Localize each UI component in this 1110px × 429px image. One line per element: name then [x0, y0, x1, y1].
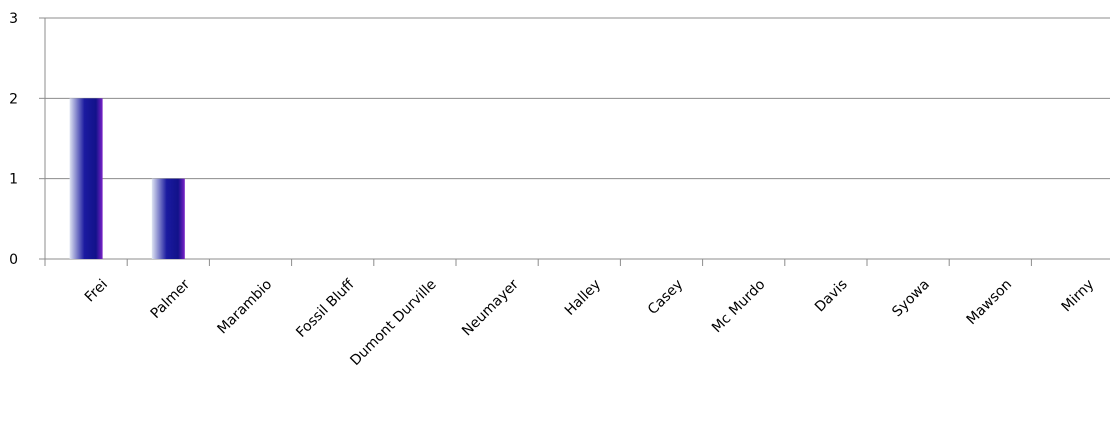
x-tick-label-palmer: Palmer [148, 276, 194, 322]
x-tick-label-mawson: Mawson [964, 277, 1016, 329]
gridlines [39, 17, 1110, 260]
x-tick-label-marambio: Marambio [215, 277, 276, 338]
x-tick-label-frei: Frei [82, 277, 111, 306]
x-tick-label-syowa: Syowa [889, 277, 933, 321]
x-tick-label-mirny: Mirny [1059, 277, 1098, 316]
bar-frei [69, 98, 103, 259]
x-tick-label-halley: Halley [562, 277, 604, 319]
x-tick-label-neumayer: Neumayer [459, 276, 522, 339]
y-tick-label-0: 0 [9, 252, 18, 268]
x-tick-label-fossil-bluff: Fossil Bluff [293, 276, 358, 341]
y-tick-labels: 0 1 2 3 [9, 11, 18, 268]
y-tick-label-3: 3 [9, 11, 18, 27]
axes [44, 18, 1110, 266]
y-tick-label-1: 1 [9, 172, 18, 188]
y-tick-label-2: 2 [9, 91, 18, 107]
x-tick-label-davis: Davis [812, 277, 851, 316]
x-tick-label-mc-murdo: Mc Murdo [709, 277, 768, 336]
x-tick-label-dumont-durville: Dumont Durville [347, 277, 439, 369]
bar-palmer [151, 178, 185, 259]
bars [69, 98, 185, 259]
x-tick-label-casey: Casey [645, 277, 686, 318]
